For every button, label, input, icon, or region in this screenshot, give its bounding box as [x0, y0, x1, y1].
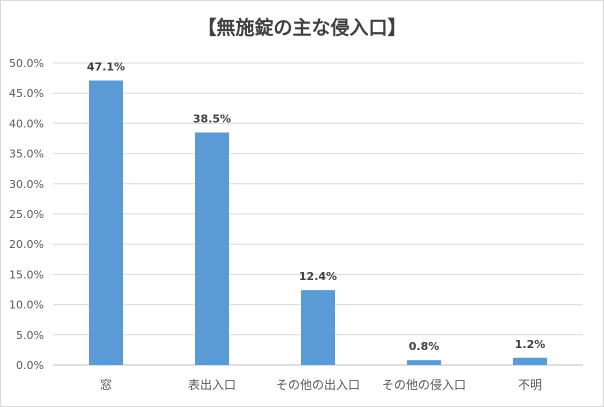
bar [513, 357, 547, 365]
y-tick-label: 0.0% [16, 359, 44, 372]
y-tick-label: 30.0% [9, 178, 44, 191]
data-label: 47.1% [87, 61, 125, 74]
bar [89, 80, 123, 366]
data-label: 38.5% [193, 112, 231, 125]
x-category-label: その他の出入口 [276, 378, 360, 392]
y-tick-label: 20.0% [9, 238, 44, 251]
y-tick-label: 40.0% [9, 117, 44, 130]
x-category-label: 表出入口 [188, 378, 236, 392]
data-label: 0.8% [409, 340, 440, 353]
x-category-label: 窓 [100, 377, 112, 392]
y-tick-label: 50.0% [9, 57, 44, 70]
bar [195, 132, 229, 365]
data-label: 12.4% [299, 270, 337, 283]
data-label: 1.2% [515, 338, 546, 351]
y-tick-label: 25.0% [9, 208, 44, 221]
y-tick-label: 45.0% [9, 87, 44, 100]
bar [407, 360, 441, 365]
chart-title: 【無施錠の主な侵入口】 [197, 17, 407, 39]
bar [301, 290, 335, 365]
x-category-label: 不明 [518, 378, 542, 392]
x-category-label: その他の侵入口 [382, 377, 466, 392]
y-tick-label: 15.0% [9, 268, 44, 281]
y-tick-label: 10.0% [9, 299, 44, 312]
y-tick-label: 35.0% [9, 148, 44, 161]
y-tick-label: 5.0% [16, 329, 44, 342]
